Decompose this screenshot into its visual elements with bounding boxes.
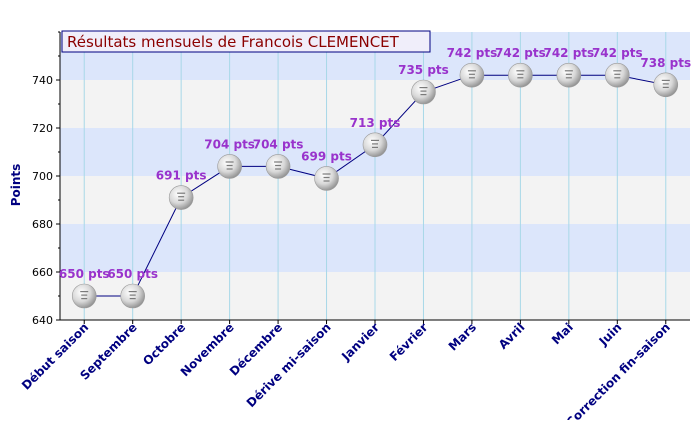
data-point	[168, 185, 194, 210]
data-label: 704 pts	[204, 137, 255, 151]
data-label: 650 pts	[59, 267, 110, 281]
data-point	[605, 62, 630, 88]
data-point	[362, 132, 388, 158]
y-tick-label: 660	[32, 266, 53, 279]
data-point	[217, 154, 242, 179]
data-label: 742 pts	[592, 46, 643, 60]
x-tick-label: Juin	[596, 320, 625, 349]
data-label: 691 pts	[156, 169, 207, 183]
y-tick-label: 680	[32, 218, 53, 231]
y-tick-label: 700	[32, 170, 53, 183]
data-label: 650 pts	[107, 267, 158, 281]
x-tick-label: Janvier	[338, 320, 382, 364]
y-tick-label: 720	[32, 122, 53, 135]
data-point	[508, 62, 533, 88]
data-label: 742 pts	[495, 46, 546, 60]
data-label: 735 pts	[398, 63, 449, 77]
data-point	[71, 283, 97, 309]
title-box	[61, 30, 431, 53]
data-point	[459, 62, 485, 88]
data-point	[653, 72, 679, 98]
y-axis-ticks: 640 660 680 700 720 740	[32, 31, 60, 327]
data-label: 742 pts	[543, 46, 594, 60]
data-label: 742 pts	[447, 46, 498, 60]
data-label: 699 pts	[301, 149, 352, 163]
x-tick-label: Octobre	[140, 320, 188, 368]
y-tick-label: 640	[32, 314, 53, 327]
x-tick-label: Avril	[496, 320, 528, 352]
chart-title: Résultats mensuels de Francois CLEMENCET	[67, 33, 400, 51]
data-points	[71, 62, 679, 309]
data-label: 713 pts	[350, 116, 401, 130]
y-tick-label: 740	[32, 74, 53, 87]
x-tick-label: Mars	[446, 320, 479, 353]
data-point	[411, 79, 436, 105]
data-point	[556, 62, 582, 88]
data-point	[265, 154, 291, 179]
x-tick-label: Dérive mi-saison	[244, 320, 334, 410]
x-tick-label: Mai	[549, 320, 576, 347]
y-axis-label: Points	[9, 164, 23, 207]
data-point	[314, 166, 339, 191]
data-label: 704 pts	[253, 137, 304, 151]
x-tick-label: Début saison	[19, 320, 91, 392]
x-tick-label: Février	[387, 320, 431, 364]
data-point	[120, 283, 145, 309]
data-label: 738 pts	[640, 56, 691, 70]
